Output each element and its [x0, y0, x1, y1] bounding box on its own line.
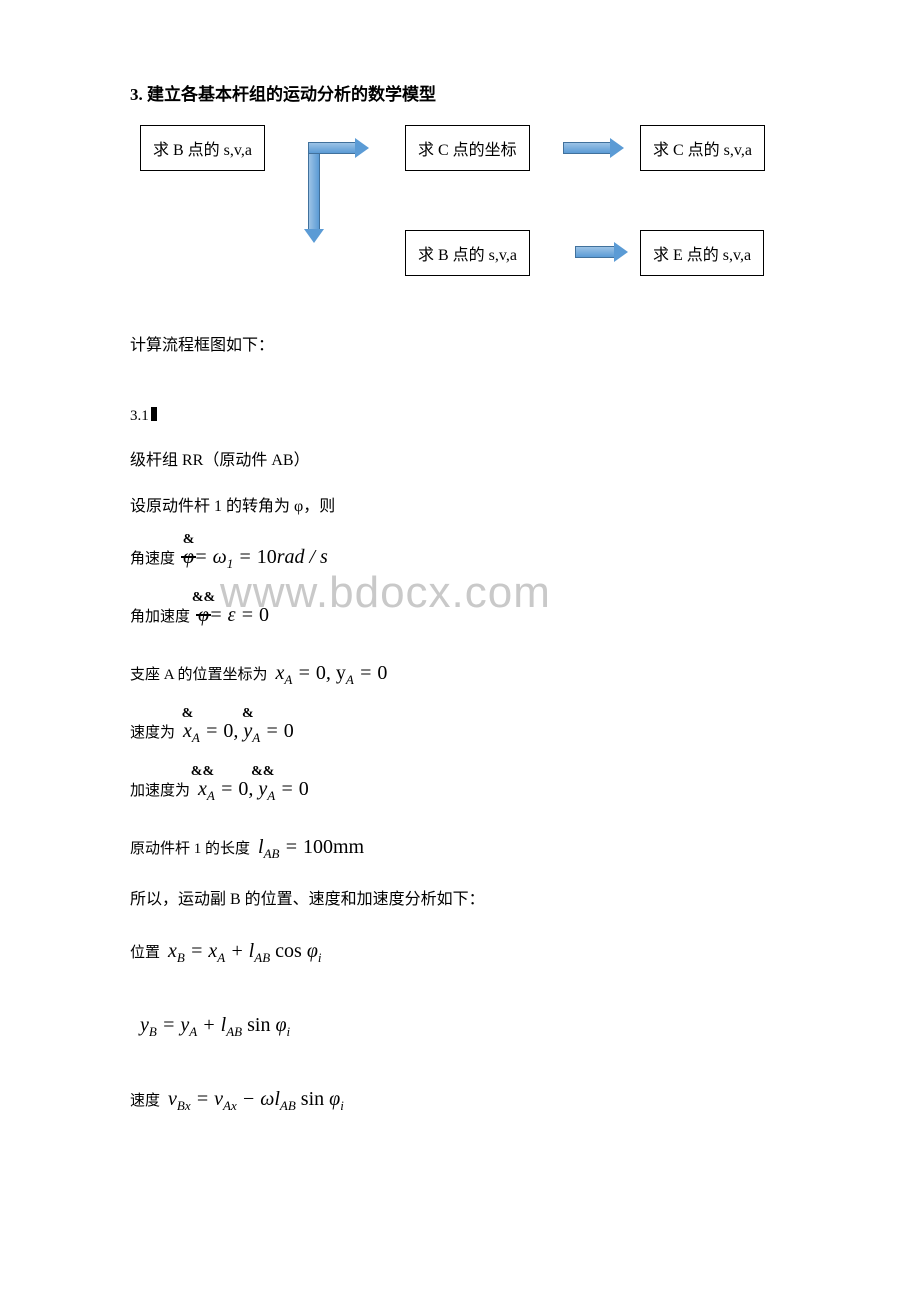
- arrow-icon: [575, 243, 631, 261]
- text-line: 级杆组 RR（原动件 AB）: [130, 440, 810, 482]
- formula-row: 原动件杆 1 的长度 lAB = 100mm: [130, 821, 810, 873]
- formula-label: 加速度为: [130, 772, 190, 811]
- flow-box-5: 求 E 点的 s,v,a: [640, 230, 764, 276]
- formula-label: 支座 A 的位置坐标为: [130, 656, 268, 695]
- arrow-icon: [563, 139, 628, 157]
- document-content: 3. 建立各基本杆组的运动分析的数学模型 求 B 点的 s,v,a 求 C 点的…: [130, 80, 810, 1125]
- flow-box-4: 求 B 点的 s,v,a: [405, 230, 530, 276]
- body-text-block: 计算流程框图如下： 3.1 级杆组 RR（原动件 AB） 设原动件杆 1 的转角…: [130, 325, 810, 1125]
- section-heading: 3. 建立各基本杆组的运动分析的数学模型: [130, 80, 810, 105]
- roman-numeral-icon: [151, 407, 157, 421]
- formula-row: 速度 vBx = vAx − ωlAB sin φi: [130, 1073, 810, 1125]
- formula-label: 角加速度: [130, 598, 190, 637]
- flow-box-1: 求 B 点的 s,v,a: [140, 125, 265, 171]
- formula-row: 角加速度 φ&&= ε = 0: [130, 589, 810, 641]
- flowchart-diagram: 求 B 点的 s,v,a 求 C 点的坐标 求 C 点的 s,v,a 求 B 点…: [130, 125, 810, 305]
- formula-label: 角速度: [130, 540, 175, 579]
- flow-box-2: 求 C 点的坐标: [405, 125, 530, 171]
- formula-row: 位置 xB = xA + lAB cos φi: [130, 925, 810, 977]
- formula-row: 角速度 φ&= ω1 = 10rad / s: [130, 531, 810, 583]
- formula-row: 支座 A 的位置坐标为 xA = 0, yA = 0: [130, 647, 810, 699]
- formula-label: 速度为: [130, 714, 175, 753]
- math-formula: φ&&= ε = 0: [198, 589, 269, 641]
- math-formula: x&A = 0, y&A = 0: [183, 705, 294, 757]
- math-formula: x&&A = 0, y&&A = 0: [198, 763, 309, 815]
- text-line: 设原动件杆 1 的转角为 φ，则: [130, 486, 810, 528]
- text-line: 计算流程框图如下：: [130, 325, 810, 367]
- formula-label: 原动件杆 1 的长度: [130, 830, 250, 869]
- formula-label: 速度: [130, 1082, 160, 1121]
- formula-row: 加速度为 x&&A = 0, y&&A = 0: [130, 763, 810, 815]
- formula-row: yB = yA + lAB sin φi: [140, 999, 810, 1051]
- text-line: 3.1: [130, 395, 810, 437]
- formula-label: 位置: [130, 934, 160, 973]
- flow-box-3: 求 C 点的 s,v,a: [640, 125, 765, 171]
- math-formula: φ&= ω1 = 10rad / s: [183, 531, 328, 583]
- math-formula: vBx = vAx − ωlAB sin φi: [168, 1073, 344, 1125]
- math-formula: xA = 0, yA = 0: [276, 647, 388, 699]
- text-line: 所以，运动副 B 的位置、速度和加速度分析如下：: [130, 879, 810, 921]
- math-formula: yB = yA + lAB sin φi: [140, 1014, 290, 1036]
- formula-row: 速度为 x&A = 0, y&A = 0: [130, 705, 810, 757]
- math-formula: lAB = 100mm: [258, 821, 364, 873]
- math-formula: xB = xA + lAB cos φi: [168, 925, 322, 977]
